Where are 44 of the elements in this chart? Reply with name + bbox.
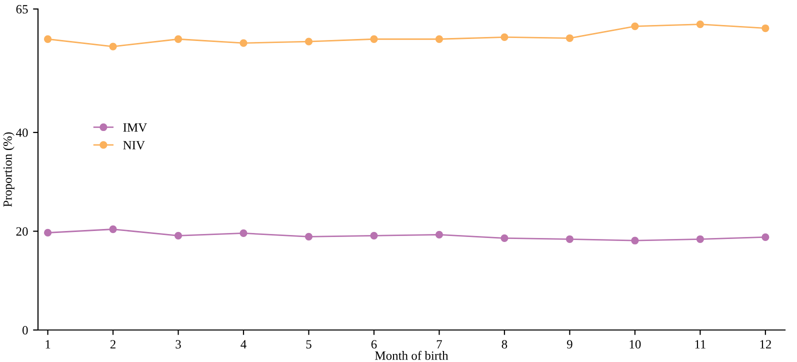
- y-tick-label: 0: [22, 326, 28, 334]
- x-axis-title: Month of birth: [375, 350, 448, 360]
- x-tick-label: 4: [240, 340, 246, 348]
- point: [304, 38, 313, 46]
- point: [631, 236, 639, 244]
- x-tick-label: 11: [695, 340, 706, 348]
- point: [566, 235, 574, 243]
- legend-label: NIV: [123, 141, 145, 150]
- y-tick-label: 40: [16, 128, 28, 137]
- point: [370, 232, 378, 240]
- point: [44, 35, 52, 43]
- point: [109, 42, 117, 50]
- x-tick-label: 5: [306, 340, 312, 349]
- point: [174, 35, 182, 43]
- legend-label: IMV: [123, 123, 147, 132]
- point: [500, 234, 508, 242]
- x-tick-label: 2: [110, 340, 116, 348]
- point: [566, 34, 574, 42]
- x-tick-label: 9: [566, 340, 572, 349]
- point: [696, 235, 704, 243]
- point: [304, 232, 313, 240]
- x-tick-label: 8: [502, 340, 508, 349]
- x-tick-label: 3: [176, 340, 181, 349]
- y-tick-label: 20: [16, 227, 28, 236]
- point: [240, 39, 248, 47]
- point: [762, 233, 770, 241]
- point: [109, 225, 117, 234]
- x-tick-label: 1: [46, 340, 50, 348]
- point: [370, 35, 378, 43]
- x-tick-label: 6: [371, 340, 377, 349]
- x-tick-label: 12: [760, 340, 771, 348]
- point: [631, 22, 639, 30]
- point: [44, 228, 52, 237]
- x-tick-label: 7: [436, 340, 442, 348]
- point: [435, 230, 444, 239]
- point: [762, 24, 770, 32]
- point: [500, 33, 508, 41]
- y-tick-label: 65: [16, 5, 28, 14]
- point: [435, 35, 444, 43]
- point: [174, 232, 182, 240]
- x-tick-label: 10: [630, 340, 641, 349]
- y-axis-title: Proportion (%): [3, 132, 14, 207]
- point: [696, 20, 704, 28]
- point: [240, 229, 248, 238]
